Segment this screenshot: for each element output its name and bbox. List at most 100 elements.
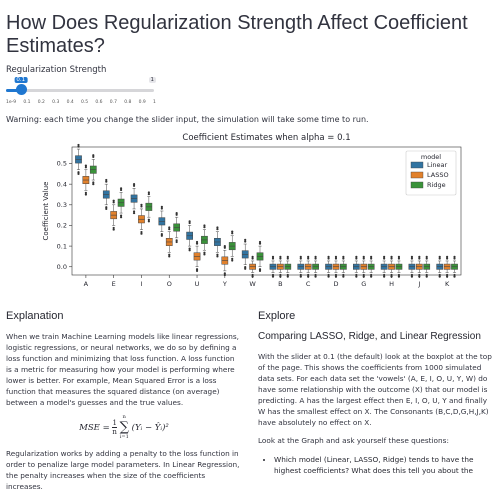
- slider-tick-label: 1e-9: [6, 100, 17, 105]
- box-outlier: [327, 255, 330, 258]
- slider-tick-label: 0.6: [95, 100, 103, 105]
- box-outlier: [160, 233, 163, 236]
- box-outlier: [446, 273, 449, 277]
- x-tick-label: H: [389, 280, 394, 288]
- box-outlier: [175, 239, 178, 242]
- box-outlier: [425, 275, 428, 278]
- formula-fraction: 1 n: [112, 419, 117, 436]
- box-outlier: [370, 273, 373, 277]
- slider-tick-label: 0.8: [124, 100, 132, 105]
- x-tick-label: K: [445, 280, 450, 288]
- box-outlier: [279, 273, 282, 277]
- slider-tick-label: 0.1: [23, 100, 31, 105]
- box-outlier: [327, 273, 330, 277]
- box-outlier: [370, 275, 373, 278]
- legend-swatch-ridge: [410, 181, 424, 189]
- box-outlier: [355, 255, 358, 258]
- box-outlier: [160, 205, 163, 208]
- x-tick-label: A: [84, 280, 89, 288]
- box-outlier: [231, 230, 234, 233]
- box-outlier: [334, 257, 338, 260]
- box-outlier: [132, 184, 136, 187]
- box-outlier: [286, 273, 289, 277]
- box-outlier: [140, 230, 143, 234]
- box-outlier: [362, 275, 365, 278]
- slider-track[interactable]: [6, 89, 154, 92]
- x-tick-label: B: [278, 280, 282, 288]
- slider-label: Regularization Strength: [6, 65, 107, 75]
- box-outlier: [271, 273, 275, 277]
- x-tick-label: E: [112, 280, 116, 288]
- box-outlier: [342, 273, 345, 277]
- explore-paragraph-1: With the slider at 0.1 (the default) loo…: [258, 352, 492, 427]
- y-tick-label: 0.3: [57, 201, 67, 209]
- box-outlier: [425, 255, 428, 258]
- explanation-paragraph-1: When we train Machine Learning models li…: [6, 332, 239, 407]
- box-outlier: [314, 255, 317, 258]
- box-outlier: [223, 244, 226, 248]
- box-outlier: [286, 257, 289, 260]
- box-outlier: [112, 201, 115, 204]
- legend-swatch-linear: [410, 161, 424, 169]
- x-tick-label: O: [167, 280, 172, 288]
- legend-label: Linear: [427, 161, 448, 169]
- box-outlier: [299, 257, 302, 260]
- box-outlier: [119, 214, 123, 217]
- legend-label: LASSO: [427, 171, 449, 179]
- box-outlier: [188, 220, 191, 223]
- box-outlier: [251, 255, 254, 258]
- box-outlier: [92, 155, 95, 159]
- box-outlier: [438, 275, 441, 278]
- coefficient-boxplot: Coefficient Estimates when alpha = 0.1 0.…: [42, 133, 462, 288]
- box-outlier: [410, 275, 414, 278]
- y-tick-label: 0.4: [57, 180, 67, 188]
- box-outlier: [362, 255, 365, 258]
- box-outlier: [216, 255, 219, 258]
- box-outlier: [383, 275, 386, 278]
- box-outlier: [105, 206, 108, 209]
- slider-tick-label: 0.4: [66, 100, 74, 105]
- x-tick-label: Y: [222, 280, 227, 288]
- box-outlier: [299, 275, 302, 278]
- box-outlier: [370, 255, 373, 258]
- box-outlier: [168, 228, 171, 231]
- box-outlier: [203, 226, 206, 229]
- x-tick-label: C: [306, 280, 311, 288]
- box-outlier: [258, 268, 262, 271]
- box-outlier: [342, 275, 345, 278]
- box-outlier: [203, 224, 206, 227]
- y-tick-label: 0.1: [57, 242, 67, 250]
- box-outlier: [188, 247, 191, 250]
- box-outlier: [334, 255, 338, 258]
- box-outlier: [307, 273, 310, 277]
- box-outlier: [244, 240, 247, 243]
- x-tick-label: G: [361, 280, 366, 288]
- box-outlier: [355, 257, 358, 260]
- chart-container: Coefficient Estimates when alpha = 0.1 0.…: [6, 129, 494, 303]
- box-outlier: [188, 221, 191, 225]
- box-outlier: [231, 257, 234, 260]
- y-axis-label: Coefficient Value: [42, 182, 50, 241]
- formula-frac-den: n: [112, 428, 117, 436]
- box-outlier: [251, 273, 254, 277]
- explanation-heading: Explanation: [6, 310, 64, 322]
- box-outlier: [140, 232, 143, 235]
- box-outlier: [271, 255, 275, 258]
- plot-frame: [71, 146, 462, 276]
- legend-title: model: [421, 153, 441, 161]
- box-outlier: [132, 183, 136, 186]
- explore-paragraph-2: Look at the Graph and ask yourself these…: [258, 436, 449, 445]
- box-outlier: [390, 255, 393, 258]
- box-outlier: [334, 275, 338, 278]
- box-outlier: [119, 188, 123, 192]
- regularization-slider[interactable]: 0.1 1 1e-9 0.1 0.2 0.3 0.4 0.5 0.6 0.7 0.8 0.9 1: [6, 77, 156, 113]
- box-outlier: [314, 273, 317, 277]
- slider-thumb[interactable]: [15, 84, 27, 95]
- box-outlier: [175, 213, 178, 216]
- box-outlier: [168, 253, 171, 256]
- box-outlier: [119, 187, 123, 190]
- box-outlier: [168, 226, 171, 229]
- legend-swatch-lasso: [410, 171, 424, 179]
- slider-tick-label: 0.7: [109, 100, 117, 105]
- box-outlier: [418, 275, 421, 278]
